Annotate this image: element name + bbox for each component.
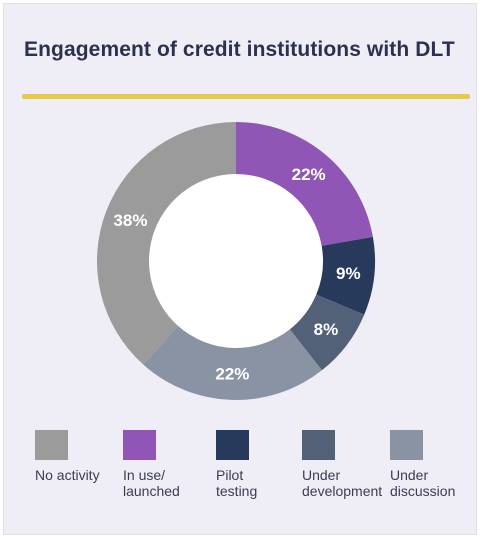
slice-label-pilot-testing: 9%	[336, 264, 361, 283]
legend-label: In use/ launched	[123, 467, 180, 499]
legend-item-under-development: Under development	[302, 430, 392, 499]
legend-label: No activity	[35, 467, 100, 483]
legend-swatch	[302, 430, 335, 460]
donut-slice-under-development	[289, 294, 365, 371]
legend-item-no-activity: No activity	[35, 430, 125, 483]
slice-label-in-use-launched: 22%	[292, 165, 326, 184]
donut-slice-pilot-testing	[316, 236, 375, 315]
donut-slice-in-use-launched	[236, 122, 373, 246]
slice-label-under-discussion: 22%	[215, 364, 249, 383]
legend-swatch	[390, 430, 423, 460]
title-underline	[22, 94, 470, 99]
slice-label-no-activity: 38%	[113, 211, 147, 230]
legend-label: Under discussion	[390, 467, 456, 499]
legend-label: Pilot testing	[216, 467, 258, 499]
legend-item-pilot-testing: Pilot testing	[216, 430, 306, 499]
legend-label: Under development	[302, 467, 383, 499]
slice-label-under-development: 8%	[314, 320, 339, 339]
donut-slice-under-discussion	[143, 325, 322, 401]
legend-item-in-use-launched: In use/ launched	[123, 430, 213, 499]
chart-title: Engagement of credit institutions with D…	[24, 38, 455, 61]
legend-swatch	[35, 430, 68, 460]
donut-slice-no-activity	[96, 122, 237, 365]
legend-swatch	[216, 430, 249, 460]
donut-hole	[149, 174, 323, 348]
legend-item-under-discussion: Under discussion	[390, 430, 480, 499]
legend-swatch	[123, 430, 156, 460]
